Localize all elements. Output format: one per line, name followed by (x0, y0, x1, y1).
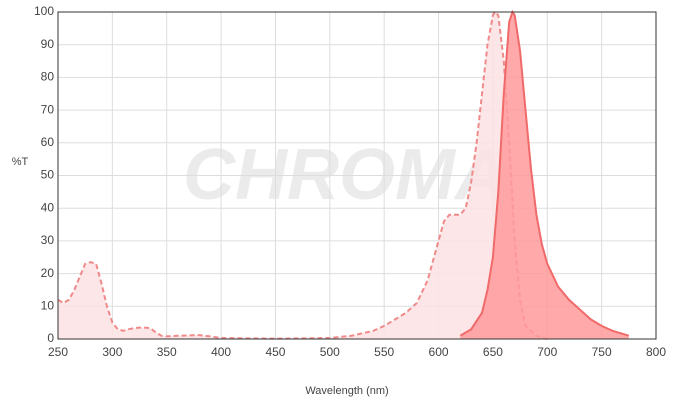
y-tick-label: 70 (41, 102, 55, 116)
x-tick-label: 400 (211, 345, 231, 359)
plot-border (57, 11, 657, 340)
y-tick-label: 90 (41, 37, 55, 51)
y-tick-label: 0 (47, 331, 54, 345)
x-tick-label: 250 (48, 345, 68, 359)
x-tick-label: 300 (102, 345, 122, 359)
x-tick-label: 350 (157, 345, 177, 359)
line (459, 9, 630, 337)
x-tick-label: 700 (537, 345, 557, 359)
y-tick-label: 30 (41, 233, 55, 247)
x-tick-label: 450 (265, 345, 285, 359)
x-tick-label: 800 (646, 345, 666, 359)
x-tick-label: 500 (320, 345, 340, 359)
y-axis-label: %T (12, 156, 29, 168)
area (460, 12, 629, 339)
x-tick-label: 600 (429, 345, 449, 359)
y-tick-label: 20 (41, 266, 55, 280)
x-tick-label: 550 (374, 345, 394, 359)
line (57, 10, 548, 340)
x-axis-label: Wavelength (nm) (305, 385, 388, 397)
y-tick-label: 100 (34, 4, 54, 18)
y-tick-label: 50 (41, 168, 55, 182)
y-tick-label: 40 (41, 200, 55, 214)
y-tick-label: 80 (41, 70, 55, 84)
y-tick-label: 10 (41, 298, 55, 312)
y-tick-label: 60 (41, 135, 55, 149)
x-tick-label: 650 (483, 345, 503, 359)
x-tick-label: 750 (592, 345, 612, 359)
